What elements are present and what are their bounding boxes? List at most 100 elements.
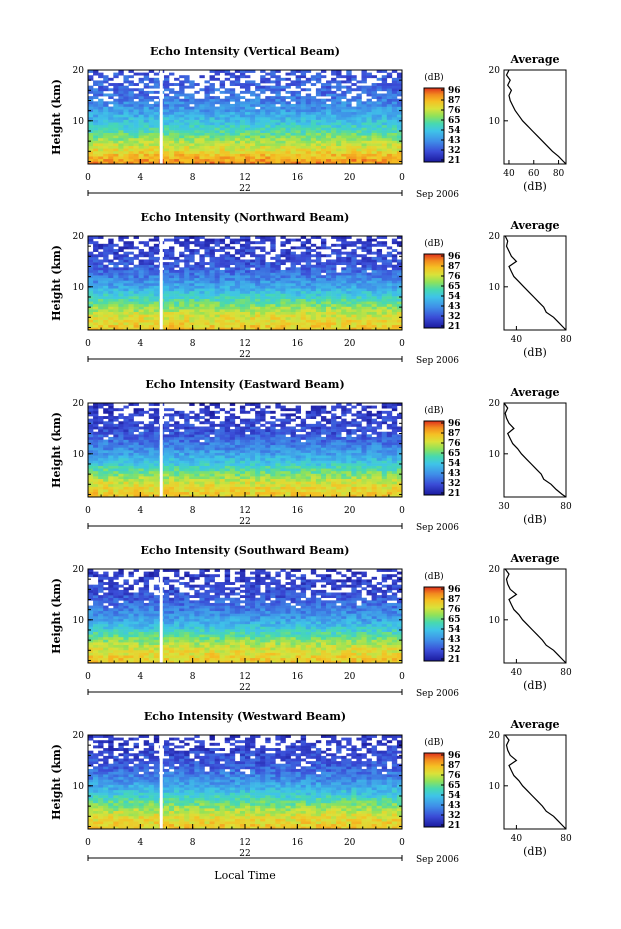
heatmap-cell bbox=[103, 314, 109, 318]
heatmap-cell bbox=[331, 283, 337, 286]
heatmap-cell bbox=[320, 137, 327, 141]
heatmap-cell bbox=[169, 238, 175, 242]
heatmap-cell bbox=[138, 130, 145, 133]
heatmap-cell bbox=[204, 481, 210, 485]
heatmap-cell bbox=[108, 272, 114, 276]
heatmap-cell bbox=[255, 98, 261, 102]
heatmap-cell bbox=[326, 311, 332, 315]
heatmap-cell bbox=[98, 306, 104, 310]
heatmap-cell bbox=[275, 101, 281, 105]
heatmap-cell bbox=[341, 101, 347, 105]
heatmap-cell bbox=[204, 447, 210, 451]
heatmap-cell bbox=[336, 316, 342, 320]
heatmap-cell bbox=[179, 140, 185, 144]
heatmap-cell bbox=[320, 111, 327, 115]
heatmap-cell bbox=[361, 119, 367, 123]
heatmap-cell bbox=[239, 148, 246, 152]
heatmap-cell bbox=[245, 103, 251, 107]
heatmap-cell bbox=[224, 283, 231, 286]
heatmap-cell bbox=[103, 442, 109, 446]
heatmap-cell bbox=[285, 272, 291, 276]
heatmap-cell bbox=[189, 434, 195, 438]
heatmap-cell bbox=[300, 119, 307, 123]
heatmap-cell bbox=[103, 106, 109, 110]
heatmap-cell bbox=[214, 137, 220, 141]
heatmap-cell bbox=[290, 283, 296, 286]
heatmap-cell bbox=[250, 254, 256, 258]
heatmap-cell bbox=[179, 444, 185, 448]
heatmap-cell bbox=[224, 101, 231, 105]
heatmap-cell bbox=[234, 106, 241, 110]
heatmap-cell bbox=[163, 311, 170, 315]
heatmap-cell bbox=[224, 476, 231, 480]
heatmap-cell bbox=[239, 135, 246, 139]
heatmap-cell bbox=[300, 259, 307, 263]
heatmap-cell bbox=[229, 314, 236, 318]
heatmap-cell bbox=[163, 478, 170, 482]
heatmap-cell bbox=[194, 114, 200, 118]
heatmap-cell bbox=[305, 251, 312, 255]
heatmap-cell bbox=[290, 130, 296, 133]
heatmap-cell bbox=[93, 246, 99, 250]
heatmap-cell bbox=[118, 442, 124, 446]
heatmap-cell bbox=[310, 316, 317, 320]
heatmap-cell bbox=[229, 241, 236, 245]
heatmap-cell bbox=[315, 322, 322, 326]
heatmap-cell bbox=[133, 106, 139, 110]
heatmap-cell bbox=[103, 293, 109, 297]
heatmap-cell bbox=[356, 117, 362, 120]
heatmap-cell bbox=[204, 491, 210, 495]
heatmap-cell bbox=[169, 283, 175, 286]
heatmap-cell bbox=[331, 316, 337, 320]
heatmap-cell bbox=[315, 293, 322, 297]
heatmap-cell bbox=[169, 431, 175, 435]
heatmap-cell bbox=[118, 316, 124, 320]
heatmap-cell bbox=[118, 109, 124, 113]
heatmap-cell bbox=[189, 468, 195, 472]
heatmap-cell bbox=[169, 117, 175, 120]
heatmap-cell bbox=[295, 306, 302, 310]
heatmap-cell bbox=[199, 145, 205, 149]
heatmap-cell bbox=[103, 491, 109, 495]
heatmap-cell bbox=[118, 158, 124, 162]
heatmap-cell bbox=[184, 450, 190, 453]
heatmap-cell bbox=[295, 109, 302, 113]
heatmap-cell bbox=[103, 483, 109, 487]
heatmap-cell bbox=[194, 241, 200, 245]
heatmap-cell bbox=[169, 473, 175, 477]
heatmap-cell bbox=[98, 434, 104, 438]
heatmap-cell bbox=[118, 439, 124, 443]
heatmap-cell bbox=[113, 491, 119, 495]
heatmap-cell bbox=[113, 109, 119, 113]
heatmap-cell bbox=[341, 277, 347, 281]
heatmap-cell bbox=[113, 249, 119, 252]
heatmap-cell bbox=[199, 429, 205, 433]
heatmap-cell bbox=[300, 283, 307, 286]
heatmap-cell bbox=[326, 285, 332, 289]
heatmap-cell bbox=[300, 316, 307, 320]
heatmap-cell bbox=[153, 72, 160, 76]
heatmap-cell bbox=[148, 457, 155, 461]
heatmap-cell bbox=[113, 124, 119, 128]
heatmap-cell bbox=[305, 103, 312, 107]
heatmap-cell bbox=[179, 101, 185, 105]
heatmap-cell bbox=[128, 88, 134, 92]
heatmap-cell bbox=[98, 137, 104, 141]
heatmap-cell bbox=[123, 301, 129, 305]
heatmap-cell bbox=[93, 256, 99, 260]
heatmap-cell bbox=[255, 127, 261, 131]
heatmap-cell bbox=[148, 132, 155, 136]
heatmap-cell bbox=[260, 111, 266, 115]
heatmap-cell bbox=[295, 85, 302, 89]
heatmap-cell bbox=[386, 117, 393, 120]
heatmap-cell bbox=[113, 132, 119, 136]
heatmap-cell bbox=[320, 127, 327, 131]
heatmap-cell bbox=[285, 114, 291, 118]
heatmap-cell bbox=[143, 135, 150, 139]
heatmap-cell bbox=[270, 314, 276, 318]
heatmap-cell bbox=[280, 306, 286, 310]
heatmap-cell bbox=[351, 319, 357, 323]
heatmap-cell bbox=[326, 298, 332, 302]
heatmap-cell bbox=[153, 322, 160, 326]
heatmap-cell bbox=[103, 135, 109, 139]
